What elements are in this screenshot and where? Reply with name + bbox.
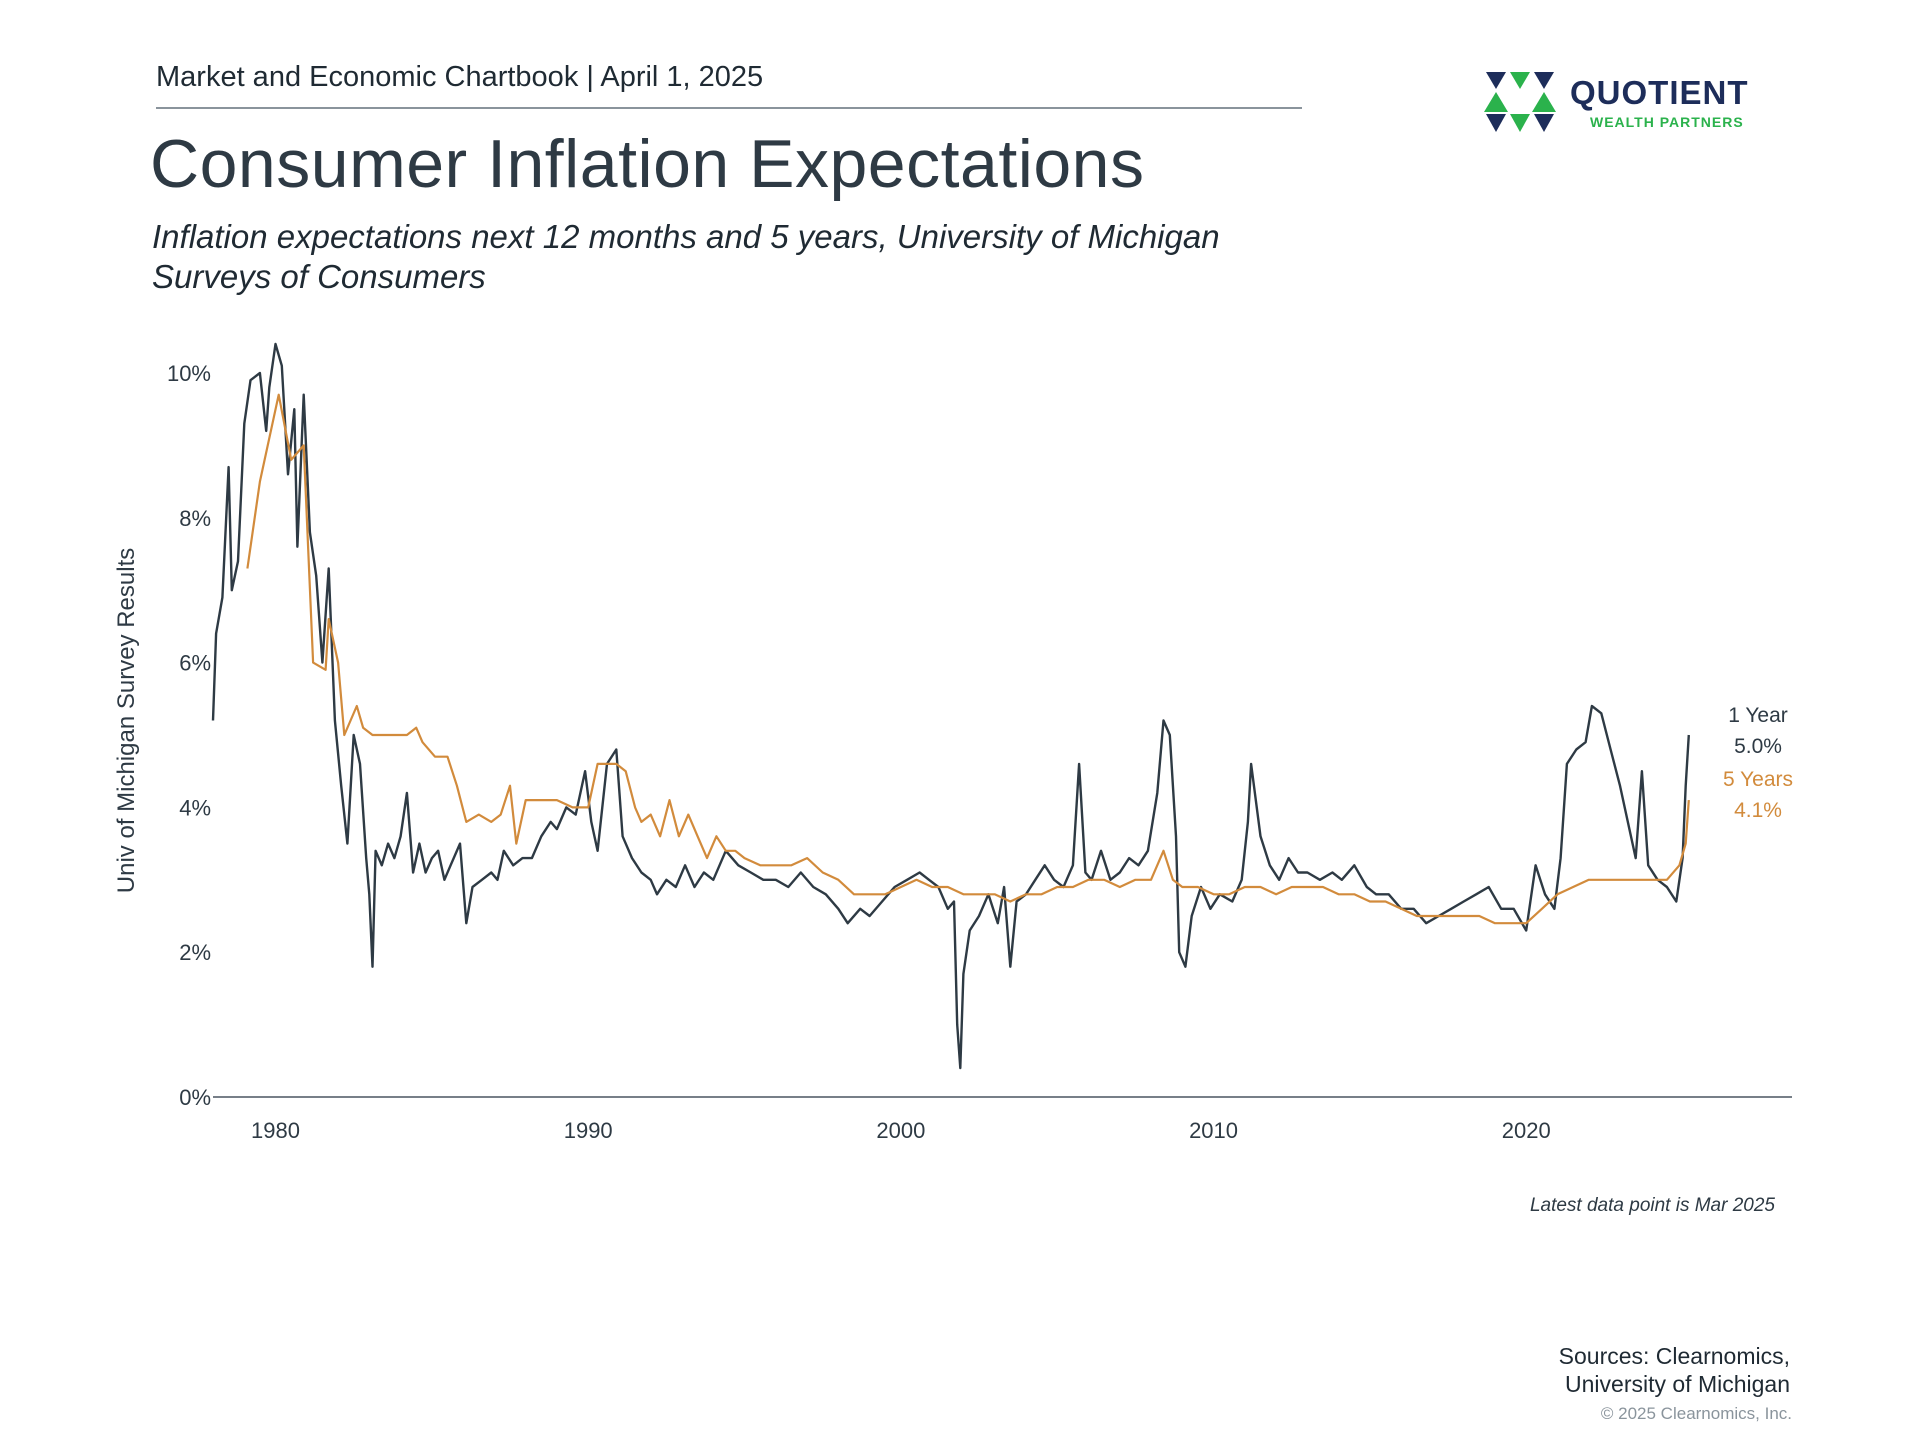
series-line-1-year bbox=[211, 342, 1690, 1070]
y-tick-label: 4% bbox=[179, 795, 211, 820]
chartbook-header: Market and Economic Chartbook | April 1,… bbox=[156, 61, 764, 93]
page-title: Consumer Inflation Expectations bbox=[150, 126, 1145, 202]
x-tick-label: 1990 bbox=[564, 1118, 613, 1143]
x-axis-ticks: 1980 1990 2000 2010 2020 bbox=[251, 1118, 1551, 1143]
sources: Sources: Clearnomics, University of Mich… bbox=[1420, 1342, 1790, 1398]
copyright: © 2025 Clearnomics, Inc. bbox=[1600, 1404, 1792, 1423]
y-axis-label: Univ of Michigan Survey Results bbox=[113, 548, 140, 893]
series-name-label: 1 Year bbox=[1728, 704, 1788, 727]
y-tick-label: 8% bbox=[179, 506, 211, 531]
company-logo: QUOTIENT WEALTH PARTNERS bbox=[1484, 72, 1784, 142]
y-tick-label: 2% bbox=[179, 940, 211, 965]
end-labels: 1 Year 5.0% 5 Years 4.1% bbox=[1723, 704, 1793, 822]
x-tick-label: 1980 bbox=[251, 1118, 300, 1143]
series-end-value: 5.0% bbox=[1734, 735, 1782, 758]
y-tick-label: 6% bbox=[179, 651, 211, 676]
series-end-value: 4.1% bbox=[1734, 799, 1782, 822]
logo-mark-icon bbox=[1484, 72, 1556, 132]
x-tick-label: 2020 bbox=[1502, 1118, 1551, 1143]
page-subtitle: Inflation expectations next 12 months an… bbox=[152, 218, 1220, 295]
series-layer bbox=[211, 342, 1690, 1070]
y-tick-label: 0% bbox=[179, 1085, 211, 1110]
logo-name: QUOTIENT bbox=[1570, 74, 1749, 111]
y-tick-label: 10% bbox=[167, 361, 211, 386]
series-name-label: 5 Years bbox=[1723, 768, 1793, 791]
sources-line-2: University of Michigan bbox=[1565, 1371, 1790, 1397]
latest-data-note: Latest data point is Mar 2025 bbox=[1529, 1195, 1775, 1216]
series-line-5-years bbox=[246, 393, 1690, 925]
x-tick-label: 2010 bbox=[1189, 1118, 1238, 1143]
sources-line-1: Sources: Clearnomics, bbox=[1558, 1343, 1790, 1369]
logo-tagline: WEALTH PARTNERS bbox=[1590, 114, 1744, 130]
x-tick-label: 2000 bbox=[876, 1118, 925, 1143]
y-axis-ticks: 0% 2% 4% 6% 8% 10% bbox=[167, 361, 211, 1110]
header-divider bbox=[156, 107, 1302, 109]
